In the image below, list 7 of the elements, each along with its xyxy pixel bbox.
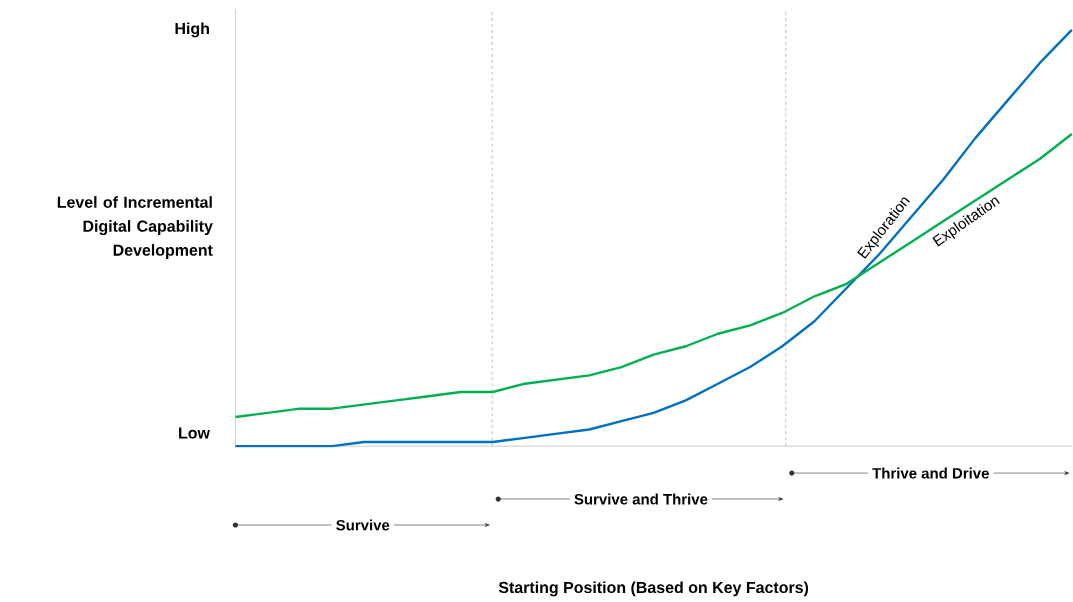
- text: High: [175, 22, 209, 38]
- text: Survive and Thrive: [574, 493, 708, 505]
- y-axis-title: Level of Incremental Digital Capability Development: [57, 196, 213, 260]
- text: Starting Position (Based on Key Factors): [498, 581, 809, 597]
- text: Thrive and Drive: [872, 467, 989, 479]
- text: Survive: [336, 519, 390, 531]
- text: Low: [179, 427, 210, 439]
